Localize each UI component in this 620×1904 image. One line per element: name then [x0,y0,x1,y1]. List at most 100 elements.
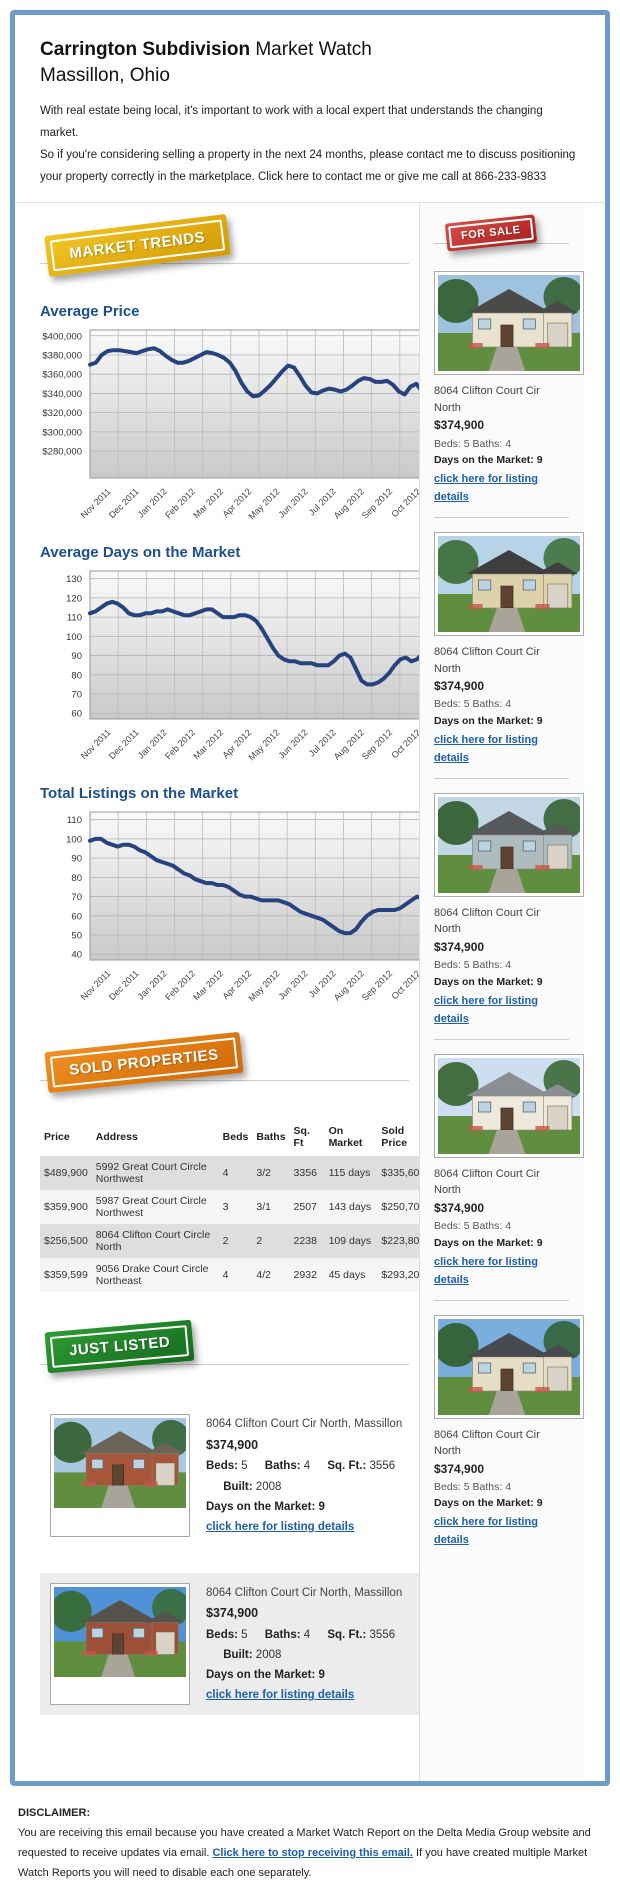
listing-beds-baths: Beds: 5 Baths: 4 [434,1219,512,1232]
just-listed-details: 8064 Clifton Court Cir North, Massillon … [190,1583,409,1706]
cell-onmarket: 115 days [324,1155,378,1191]
listing-price: $374,900 [206,1606,259,1620]
just-listed-item: 8064 Clifton Court Cir North, Massillon … [40,1404,419,1547]
cell-price: $489,900 [40,1155,92,1191]
svg-text:$340,000: $340,000 [42,389,82,400]
baths-value: 4 [303,1460,311,1473]
listing-days-on-market: Days on the Market: 9 [206,1669,325,1682]
svg-text:$400,000: $400,000 [42,332,82,343]
col-header-beds: Beds [218,1120,253,1157]
cell-price: $359,599 [40,1258,92,1293]
svg-text:Mar 2012: Mar 2012 [191,728,225,762]
stop-receiving-link[interactable]: Click here to stop receiving this email. [212,1846,413,1859]
listing-price: $374,900 [434,679,485,694]
cell-baths: 3/1 [252,1190,290,1225]
intro-line-3: your property correctly in the marketpla… [40,170,547,183]
house-photo [50,1582,190,1706]
beds-value: 5 [241,1460,248,1473]
sqft-value: 3556 [369,1460,396,1473]
built-value: 2008 [255,1480,282,1493]
svg-text:May 2012: May 2012 [247,487,282,522]
listing-details-link[interactable]: click here for listing details [206,1520,355,1533]
svg-text:Dec 2011: Dec 2011 [107,487,141,521]
table-row: $359,599 9056 Drake Court Circle Northea… [40,1258,434,1293]
table-row: $256,500 8064 Clifton Court Circle North… [40,1224,434,1259]
average-price-chart: $400,000 $380,000 $360,000 $340,000 $320,000… [40,326,430,530]
cell-address: 5992 Great Court Circle Northwest [91,1155,219,1191]
just-listed-details: 8064 Clifton Court Cir North, Massillon … [190,1414,409,1537]
for-sale-card: 8064 Clifton Court Cir North $374,900 Be… [433,532,585,779]
market-trends-ribbon: MARKET TRENDS [44,214,231,278]
sqft-label: Sq. Ft.: [327,1460,367,1473]
listing-beds-baths: Beds: 5 Baths: 4 [434,959,512,972]
beds-value: 5 [241,1628,248,1641]
svg-text:80: 80 [71,873,82,884]
total-listings-chart: 110 100 90 80 70 60 50 40 Nov 2011 Dec 2011 Jan 20… [40,808,430,1012]
for-sale-card: 8064 Clifton Court Cir North $374,900 Be… [433,792,585,1040]
cell-baths: 3/2 [252,1155,290,1191]
listing-address: 8064 Clifton Court Cir North [434,385,540,414]
intro-line-2: So if you're considering selling a prope… [40,148,576,161]
listing-details-link[interactable]: click here for listing details [206,1689,355,1702]
cell-baths: 2 [252,1224,290,1259]
svg-text:Sep 2012: Sep 2012 [360,969,394,1003]
beds-label: Beds: [206,1460,238,1473]
table-row: $489,900 5992 Great Court Circle Northwe… [40,1155,434,1191]
listing-price: $374,900 [434,418,485,433]
for-sale-ribbon: FOR SALE [444,214,537,252]
sqft-value: 3556 [369,1628,396,1641]
listing-address: 8064 Clifton Court Cir North [434,1428,540,1458]
listing-details-link[interactable]: click here for listing details [434,473,538,504]
svg-text:110: 110 [67,816,82,827]
listing-address: 8064 Clifton Court Cir North [434,1167,540,1197]
col-header-baths: Baths [252,1120,290,1157]
page-title-subdivision: Carrington Subdivision [40,39,251,60]
cell-baths: 4/2 [252,1258,290,1293]
house-photo [433,792,585,897]
built-value: 2008 [255,1649,282,1661]
for-sale-ribbon-row: FOR SALE [434,214,569,253]
listing-address: 8064 Clifton Court Cir North, Massillon [206,1586,403,1599]
listing-details-link[interactable]: click here for listing details [434,994,538,1025]
svg-text:$380,000: $380,000 [42,351,82,362]
listing-details-link[interactable]: click here for listing details [434,733,538,764]
sqft-label: Sq. Ft.: [327,1628,367,1641]
svg-text:60: 60 [71,912,82,923]
cell-sqft: 3356 [289,1155,325,1191]
listing-price: $374,900 [434,1200,485,1215]
listing-days-on-market: Days on the Market: 9 [434,975,543,988]
content-columns: MARKET TRENDS Average Price $400,000 $380… [15,202,605,1782]
just-listed-ribbon-label: JUST LISTED [49,1325,190,1369]
listing-details-link[interactable]: click here for listing details [434,1255,538,1286]
listing-beds-baths: Beds: 5 Baths: 4 [434,437,512,450]
listing-address: 8064 Clifton Court Cir North [434,646,540,675]
total-listings-section: Total Listings on the Market 110 100 90 80 7… [40,785,430,1012]
svg-text:130: 130 [66,575,82,586]
average-price-heading: Average Price [40,303,140,321]
cell-sqft: 2507 [289,1190,325,1225]
svg-text:Sep 2012: Sep 2012 [360,728,394,762]
beds-label: Beds: [206,1628,238,1641]
main-column: MARKET TRENDS Average Price $400,000 $380… [15,203,434,1781]
cell-sqft: 2238 [289,1224,325,1259]
market-trends-rule [40,263,409,265]
email-frame: Carrington Subdivision Market Watch Mass… [10,10,610,1787]
just-listed-ribbon: JUST LISTED [44,1320,195,1374]
house-photo [50,1414,190,1537]
house-photo [433,1053,585,1158]
listing-days-on-market: Days on the Market: 9 [434,1236,543,1249]
svg-text:100: 100 [66,632,82,643]
disclaimer: DISCLAIMER: You are receiving this email… [0,1796,620,1903]
svg-text:Dec 2011: Dec 2011 [107,728,141,762]
svg-text:Oct 2012: Oct 2012 [389,969,422,1002]
for-sale-card: 8064 Clifton Court Cir North $374,900 Be… [433,1314,585,1561]
disclaimer-text: You are receiving this email because you… [18,1824,602,1883]
cell-beds: 4 [218,1155,253,1191]
svg-text:Mar 2012: Mar 2012 [191,487,225,521]
listing-days-on-market: Days on the Market: 9 [206,1500,325,1513]
svg-text:50: 50 [71,931,82,942]
svg-text:120: 120 [66,594,82,605]
listing-details-link[interactable]: click here for listing details [434,1516,538,1547]
svg-text:May 2012: May 2012 [247,969,282,1004]
svg-text:Oct 2012: Oct 2012 [389,728,422,761]
